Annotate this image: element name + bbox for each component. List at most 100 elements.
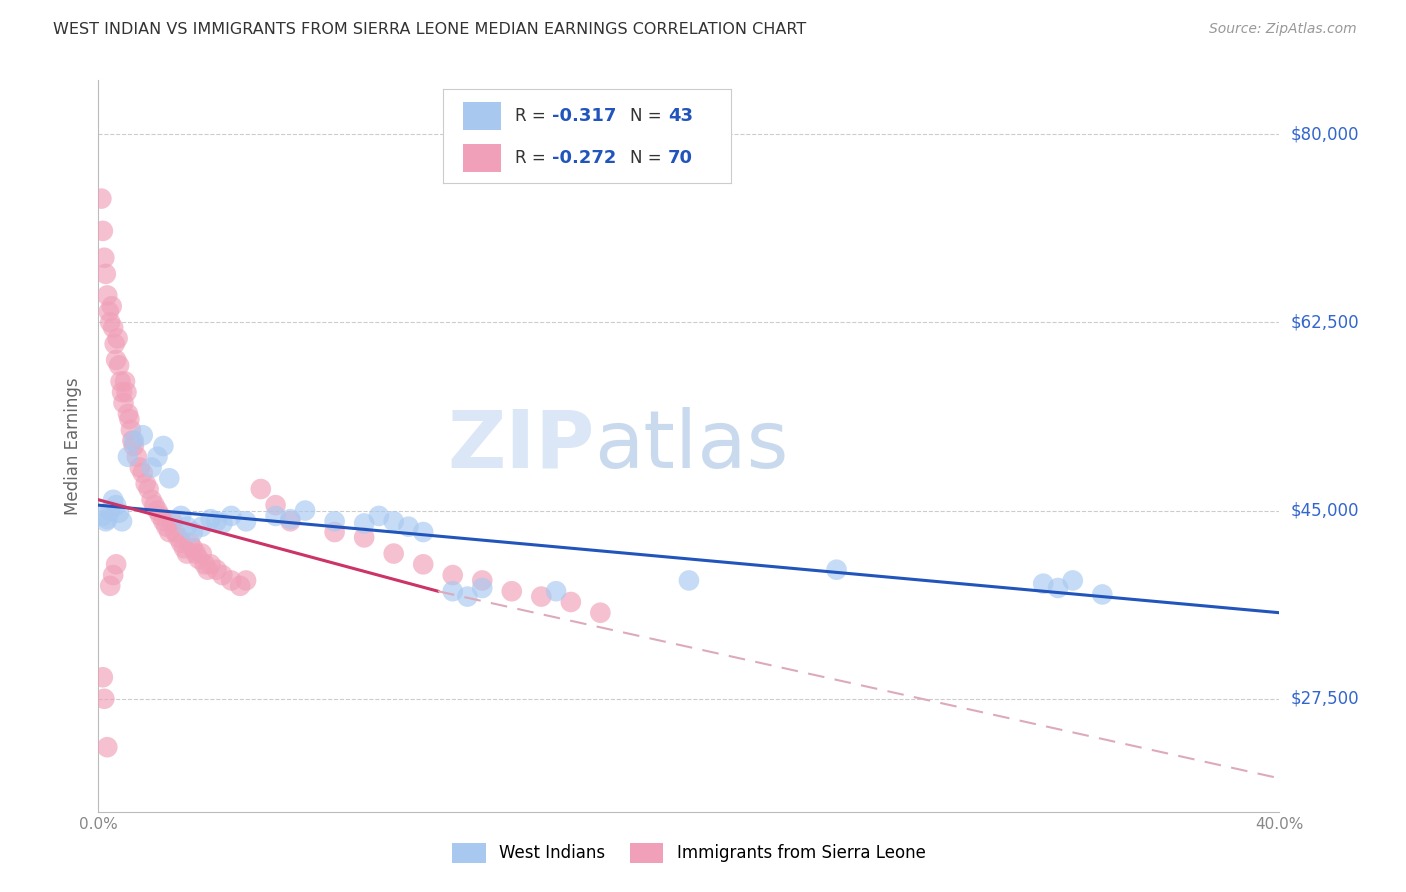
Point xyxy=(167,530,190,544)
Point xyxy=(181,541,204,556)
Point xyxy=(1062,574,1084,588)
Text: 43: 43 xyxy=(668,107,693,126)
Point xyxy=(118,412,141,426)
Legend: West Indians, Immigrants from Sierra Leone: West Indians, Immigrants from Sierra Leo… xyxy=(446,837,932,869)
Text: WEST INDIAN VS IMMIGRANTS FROM SIERRA LEONE MEDIAN EARNINGS CORRELATION CHART: WEST INDIAN VS IMMIGRANTS FROM SIERRA LE… xyxy=(53,22,807,37)
Point xyxy=(135,476,157,491)
Point xyxy=(264,498,287,512)
Point xyxy=(441,568,464,582)
Point xyxy=(294,503,316,517)
Point xyxy=(93,251,115,265)
Point xyxy=(91,224,114,238)
Text: atlas: atlas xyxy=(595,407,789,485)
Point xyxy=(108,506,131,520)
Point xyxy=(107,331,129,345)
Point xyxy=(170,536,193,550)
Text: $45,000: $45,000 xyxy=(1291,501,1360,519)
Point xyxy=(157,471,180,485)
Point xyxy=(146,450,169,464)
Point xyxy=(382,547,405,561)
Text: -0.317: -0.317 xyxy=(553,107,617,126)
Point xyxy=(122,439,145,453)
Point xyxy=(471,574,494,588)
Point xyxy=(176,519,198,533)
Point xyxy=(184,547,207,561)
Point xyxy=(132,428,155,442)
Point xyxy=(103,492,125,507)
Point xyxy=(165,524,187,539)
Point xyxy=(560,595,582,609)
Point xyxy=(120,423,142,437)
Point xyxy=(205,514,228,528)
Point xyxy=(157,524,180,539)
Point xyxy=(678,574,700,588)
Text: $62,500: $62,500 xyxy=(1291,313,1360,331)
Point xyxy=(1046,581,1070,595)
Point xyxy=(143,498,166,512)
Point xyxy=(264,508,287,523)
Point xyxy=(91,670,114,684)
Point xyxy=(117,407,139,421)
Point xyxy=(221,508,243,523)
Point xyxy=(141,492,163,507)
Point xyxy=(382,514,405,528)
Text: $27,500: $27,500 xyxy=(1291,690,1360,707)
Point xyxy=(229,579,252,593)
Point xyxy=(250,482,273,496)
Point xyxy=(280,514,302,528)
Point xyxy=(235,514,257,528)
Point xyxy=(105,558,128,572)
Point xyxy=(117,450,139,464)
Point xyxy=(104,336,127,351)
Point xyxy=(155,519,177,533)
Point xyxy=(398,519,420,533)
Point xyxy=(115,385,138,400)
Y-axis label: Median Earnings: Median Earnings xyxy=(65,377,83,515)
Text: R =: R = xyxy=(515,107,551,126)
Point xyxy=(200,512,222,526)
Point xyxy=(132,466,155,480)
Point xyxy=(138,482,160,496)
Point xyxy=(170,508,193,523)
Point xyxy=(1091,587,1114,601)
Point xyxy=(471,581,494,595)
Point xyxy=(103,568,125,582)
Text: N =: N = xyxy=(630,107,666,126)
Point xyxy=(441,584,464,599)
Point xyxy=(191,547,214,561)
Point xyxy=(122,434,145,448)
Point xyxy=(194,558,217,572)
Point xyxy=(589,606,612,620)
Point xyxy=(235,574,257,588)
Point xyxy=(530,590,553,604)
Point xyxy=(94,267,117,281)
Point xyxy=(546,584,568,599)
Point xyxy=(111,385,134,400)
FancyBboxPatch shape xyxy=(463,103,501,130)
Point xyxy=(100,299,122,313)
Point xyxy=(125,450,148,464)
Point xyxy=(105,353,128,368)
Point xyxy=(200,558,222,572)
Point xyxy=(149,508,172,523)
Point xyxy=(94,514,117,528)
Point xyxy=(98,315,121,329)
Point xyxy=(412,558,434,572)
Point xyxy=(114,375,136,389)
Point xyxy=(97,304,120,318)
Point xyxy=(825,563,848,577)
Point xyxy=(128,460,150,475)
Point xyxy=(91,508,114,523)
Point xyxy=(152,439,174,453)
Point xyxy=(96,512,118,526)
Text: R =: R = xyxy=(515,149,551,167)
Point xyxy=(323,524,346,539)
Text: 70: 70 xyxy=(668,149,693,167)
Point xyxy=(187,552,209,566)
Point xyxy=(457,590,479,604)
Point xyxy=(191,519,214,533)
Point xyxy=(205,563,228,577)
Point xyxy=(353,530,375,544)
Point xyxy=(93,691,115,706)
Point xyxy=(412,524,434,539)
